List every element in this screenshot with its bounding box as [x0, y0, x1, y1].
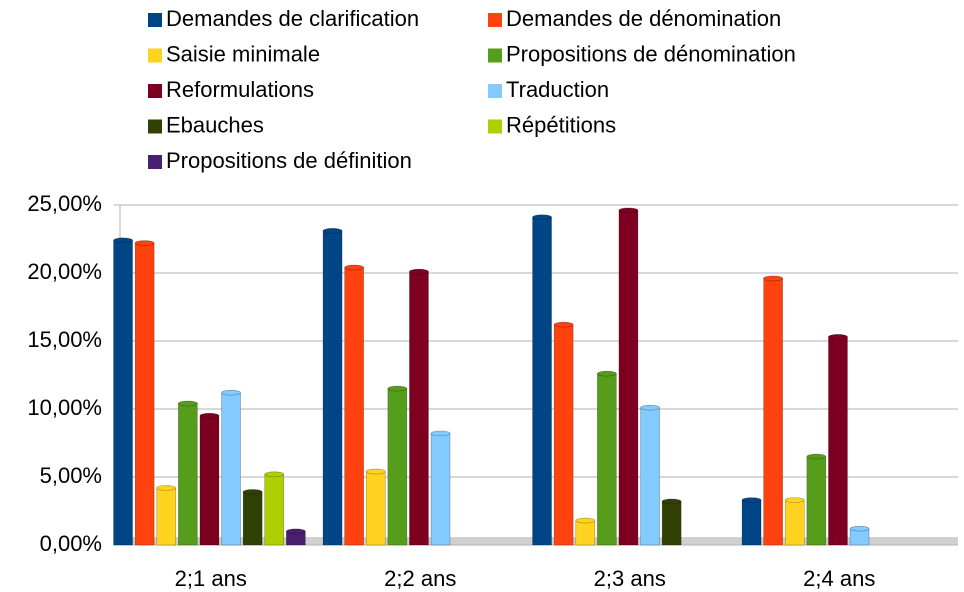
bar: [387, 388, 408, 546]
legend-swatch: [148, 119, 162, 134]
bar: [199, 415, 220, 546]
bar-top: [597, 370, 617, 377]
bar-top: [849, 525, 870, 532]
bar-top: [661, 498, 682, 505]
bar-top: [532, 214, 552, 221]
x-tick-label: 2;4 ans: [803, 566, 875, 591]
y-tick-label: 20,00%: [27, 259, 102, 284]
legend-label: Propositions de définition: [166, 148, 412, 173]
bar-top: [264, 471, 285, 478]
bar: [134, 242, 155, 546]
bar-top: [430, 430, 451, 437]
legend-swatch: [148, 155, 162, 169]
bar: [178, 403, 198, 546]
bar-top: [365, 468, 386, 475]
bar: [365, 471, 386, 546]
bar-top: [806, 453, 827, 460]
bar: [597, 373, 617, 546]
bar: [553, 324, 574, 546]
bar-top: [553, 321, 574, 328]
bar: [221, 392, 241, 546]
bar: [532, 216, 552, 546]
y-tick-label: 15,00%: [27, 327, 102, 352]
bar: [322, 230, 343, 546]
bar: [784, 499, 805, 546]
legend-label: Répétitions: [506, 112, 616, 137]
y-tick-label: 10,00%: [27, 395, 102, 420]
bar: [264, 473, 285, 546]
bar: [828, 336, 848, 546]
bar: [242, 491, 263, 546]
bar-top: [113, 237, 133, 244]
bar-top: [741, 497, 762, 503]
legend-swatch: [488, 13, 502, 27]
bar-top: [763, 275, 783, 282]
bar-top: [344, 264, 364, 271]
bar-top: [322, 228, 343, 234]
bar-top: [828, 334, 848, 340]
legend-label: Propositions de dénomination: [506, 41, 796, 66]
bar-top: [286, 528, 306, 535]
x-tick-label: 2;2 ans: [384, 566, 456, 591]
y-tick-label: 0,00%: [40, 531, 102, 556]
bar-top: [221, 389, 241, 396]
legend-label: Demandes de dénomination: [506, 6, 781, 31]
y-tick-label: 25,00%: [27, 191, 102, 216]
legend-swatch: [148, 13, 162, 27]
y-tick-label: 5,00%: [40, 463, 102, 488]
bar: [806, 456, 827, 546]
bar-top: [640, 404, 660, 411]
legend-label: Reformulations: [166, 77, 314, 102]
legend-swatch: [148, 84, 162, 98]
bar: [113, 240, 133, 546]
bar-top: [784, 497, 805, 503]
bar: [409, 271, 429, 546]
bar-top: [178, 400, 198, 407]
bar: [661, 501, 682, 546]
bar-top: [618, 207, 639, 214]
bar-top: [242, 489, 263, 495]
bar: [741, 499, 762, 546]
x-tick-label: 2;1 ans: [175, 566, 247, 591]
legend-swatch: [488, 48, 502, 63]
legend-label: Demandes de clarification: [166, 6, 419, 31]
bar: [618, 210, 639, 546]
legend-swatch: [488, 84, 502, 98]
legend-label: Ebauches: [166, 112, 264, 137]
bar: [640, 407, 660, 546]
bar-top: [387, 385, 408, 392]
bar-top: [409, 268, 429, 275]
bar: [156, 487, 177, 546]
legend-label: Saisie minimale: [166, 41, 320, 66]
bar: [344, 267, 364, 546]
legend-swatch: [148, 48, 162, 63]
bar-top: [134, 240, 155, 246]
bar-top: [575, 517, 596, 524]
x-tick-label: 2;3 ans: [594, 566, 666, 591]
bar: [763, 278, 783, 546]
bar: [430, 433, 451, 546]
legend-swatch: [488, 119, 502, 134]
legend-label: Traduction: [506, 77, 609, 102]
bar: [575, 520, 596, 546]
bar-top: [156, 485, 177, 491]
bar-top: [199, 412, 220, 419]
